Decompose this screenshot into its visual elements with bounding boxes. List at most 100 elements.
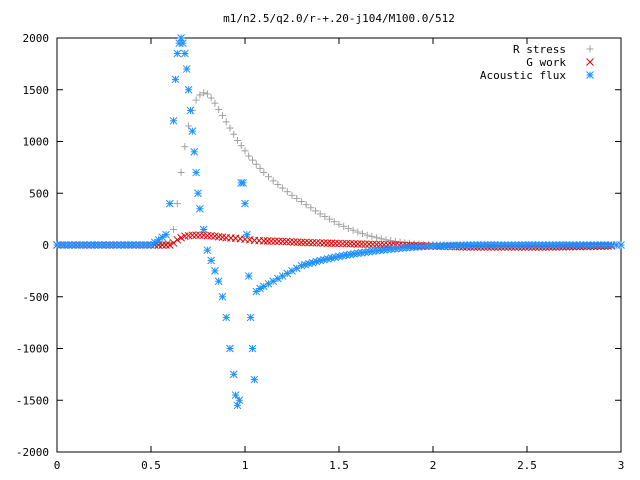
data-point (203, 246, 212, 255)
data-point (271, 237, 279, 246)
data-point (177, 34, 185, 42)
data-point (199, 225, 208, 234)
data-point (186, 106, 195, 115)
data-point (158, 241, 167, 249)
data-point (344, 224, 352, 232)
data-point (312, 238, 321, 247)
data-point (239, 179, 247, 187)
data-point (290, 238, 298, 246)
y-tick-label: 1000 (23, 136, 50, 149)
data-point (391, 244, 400, 253)
y-tick-label: 1500 (23, 84, 50, 97)
data-point (335, 220, 343, 228)
data-point (376, 240, 385, 249)
data-point (327, 239, 336, 248)
x-tick-label: 1.5 (329, 459, 349, 472)
data-point (211, 267, 219, 275)
legend-label: G work (526, 56, 566, 69)
data-point (361, 240, 370, 249)
data-point (207, 256, 216, 265)
data-point (283, 188, 291, 196)
data-point (188, 231, 197, 240)
data-point (368, 232, 376, 240)
data-point (301, 238, 310, 247)
data-point (143, 241, 152, 249)
y-tick-label: -1500 (16, 394, 49, 407)
data-point (353, 240, 362, 248)
x-axis: 0 0.5 1 1.5 2 2.5 3 (54, 38, 624, 472)
data-point (256, 164, 264, 172)
data-point (214, 277, 223, 286)
legend-marker (586, 45, 594, 53)
data-point (135, 241, 144, 249)
data-point (342, 239, 351, 248)
data-point (162, 230, 170, 239)
x-tick-label: 1 (242, 459, 249, 472)
data-point (278, 237, 287, 246)
data-point (173, 49, 182, 58)
data-point (233, 401, 242, 410)
data-point (391, 237, 399, 245)
data-point (288, 191, 296, 199)
data-point (293, 238, 302, 247)
data-point (171, 75, 180, 84)
data-point (259, 237, 268, 245)
data-point (346, 239, 355, 248)
data-point (231, 391, 240, 399)
data-point (590, 241, 598, 249)
data-point (56, 241, 65, 249)
data-point (222, 118, 230, 126)
data-point (237, 142, 245, 150)
x-tick-label: 2 (430, 459, 437, 472)
data-point (361, 248, 370, 257)
data-point (190, 147, 199, 156)
data-point (297, 198, 305, 206)
data-point (241, 147, 249, 155)
data-point (252, 160, 260, 168)
legend-label: R stress (513, 43, 566, 56)
data-point (165, 199, 174, 208)
data-point (323, 239, 332, 247)
x-tick-label: 0.5 (141, 459, 161, 472)
data-point (326, 215, 334, 223)
data-point (184, 85, 193, 94)
data-point (293, 194, 301, 202)
data-point (218, 112, 226, 120)
data-point (282, 237, 291, 246)
y-tick-label: -1000 (16, 343, 49, 356)
data-point (180, 49, 189, 58)
data-point (260, 169, 268, 177)
data-point (308, 238, 317, 247)
data-point (359, 230, 366, 238)
data-point (179, 39, 187, 48)
data-point (250, 375, 259, 384)
data-point (302, 201, 310, 209)
data-point (229, 370, 238, 379)
data-point (246, 313, 255, 322)
data-point (173, 200, 181, 208)
data-point (597, 241, 605, 249)
data-point (249, 156, 257, 164)
series-acoustic-flux (53, 34, 625, 410)
data-point (177, 169, 185, 177)
data-point (241, 199, 249, 208)
data-point (192, 231, 200, 240)
data-point (335, 239, 343, 248)
data-point (274, 180, 282, 188)
data-point (165, 241, 174, 249)
data-point (340, 222, 348, 230)
data-point (233, 136, 241, 144)
data-point (316, 239, 325, 247)
data-point (170, 225, 178, 233)
legend-marker (586, 71, 594, 79)
data-point (617, 241, 625, 249)
data-point (586, 241, 595, 249)
data-point (274, 237, 283, 246)
data-point (226, 344, 234, 353)
data-point (372, 240, 381, 249)
data-point (71, 241, 80, 249)
series-r-stress (53, 89, 616, 249)
data-point (330, 218, 338, 226)
